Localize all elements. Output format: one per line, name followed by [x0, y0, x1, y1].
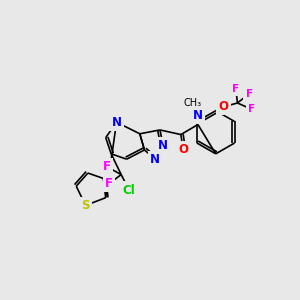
Text: N: N [112, 116, 122, 129]
Text: Cl: Cl [123, 184, 135, 196]
Text: F: F [248, 104, 255, 114]
Text: N: N [150, 153, 160, 166]
Text: O: O [178, 143, 188, 157]
Text: F: F [105, 177, 113, 190]
Text: S: S [81, 199, 90, 212]
Text: F: F [232, 84, 239, 94]
Text: O: O [218, 100, 229, 113]
Text: F: F [103, 160, 111, 173]
Text: CH₃: CH₃ [183, 98, 202, 108]
Text: N: N [158, 139, 168, 152]
Text: N: N [193, 109, 203, 122]
Text: F: F [245, 89, 253, 99]
